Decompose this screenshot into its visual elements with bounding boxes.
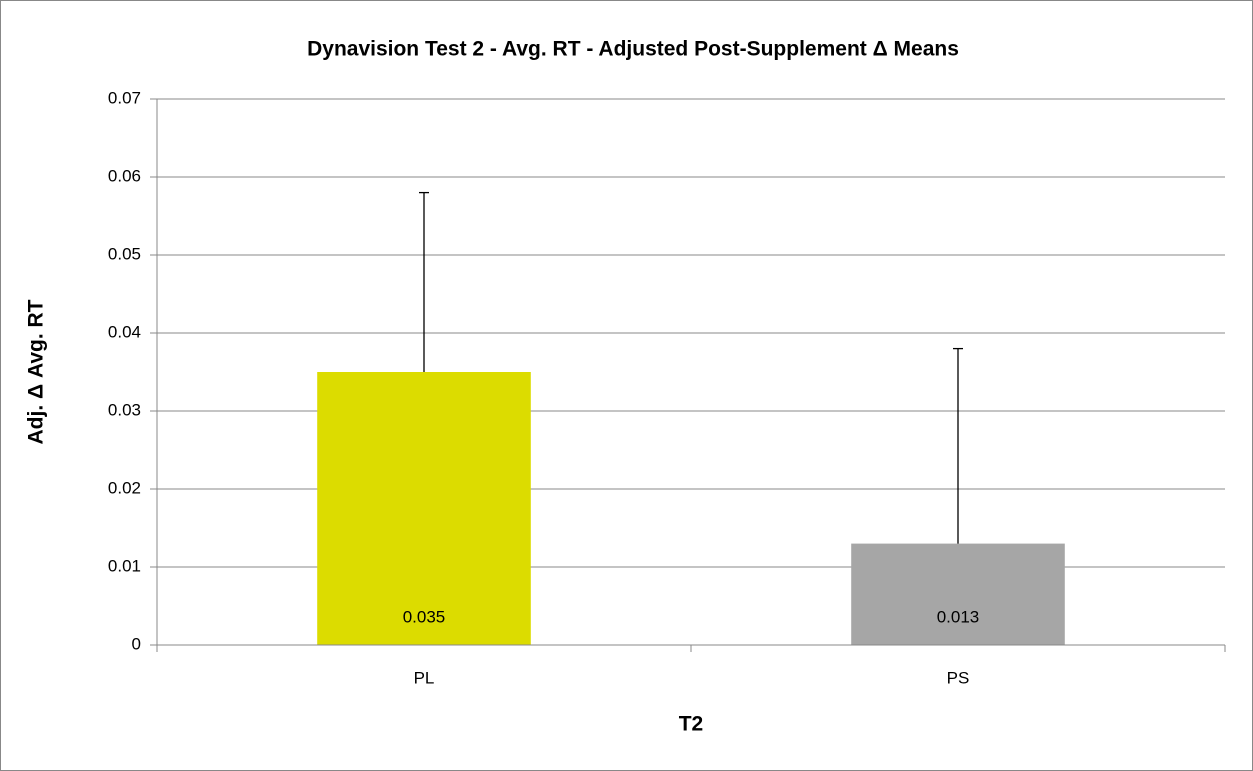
x-tick-label: PS — [947, 668, 970, 687]
bar — [851, 543, 1065, 645]
y-tick-label: 0 — [132, 634, 141, 653]
y-tick-label: 0.02 — [108, 478, 141, 497]
x-axis-title: T2 — [679, 713, 704, 736]
chart-title: Dynavision Test 2 - Avg. RT - Adjusted P… — [307, 38, 959, 61]
y-tick-label: 0.03 — [108, 400, 141, 419]
y-tick-label: 0.04 — [108, 322, 141, 341]
y-tick-label: 0.01 — [108, 556, 141, 575]
y-tick-label: 0.06 — [108, 166, 141, 185]
data-label: 0.035 — [403, 607, 446, 626]
y-tick-label: 0.07 — [108, 88, 141, 107]
data-label: 0.013 — [937, 607, 980, 626]
y-tick-label: 0.05 — [108, 244, 141, 263]
y-axis-title: Adj. Δ Avg. RT — [25, 299, 48, 444]
bar — [317, 372, 531, 645]
x-tick-label: PL — [414, 668, 435, 687]
